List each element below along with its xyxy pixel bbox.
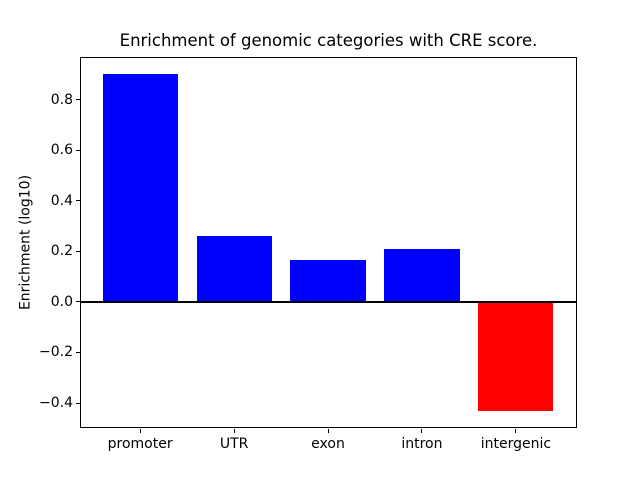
x-tick-mark — [515, 428, 517, 433]
x-tick-label-exon: exon — [311, 435, 345, 452]
y-tick-mark — [76, 200, 80, 202]
y-tick-label: 0.2 — [50, 243, 73, 260]
bar-exon — [290, 260, 366, 302]
bar-intergenic — [478, 301, 554, 411]
y-tick-mark — [76, 149, 80, 151]
y-tick-mark — [76, 99, 80, 101]
bar-promoter — [102, 74, 178, 302]
y-tick-mark — [76, 301, 80, 303]
y-tick-label: −0.4 — [39, 395, 73, 411]
x-tick-label-intron: intron — [401, 435, 443, 452]
x-tick-label-promoter: promoter — [107, 435, 173, 452]
y-tick-label: 0.6 — [50, 142, 73, 159]
x-tick-label-intergenic: intergenic — [480, 435, 552, 452]
x-tick-label-UTR: UTR — [219, 435, 249, 452]
chart-title: Enrichment of genomic categories with CR… — [119, 31, 538, 50]
y-tick-label: 0.8 — [50, 91, 73, 108]
y-tick-label: 0.0 — [50, 293, 73, 310]
y-tick-mark — [76, 402, 80, 404]
y-tick-mark — [76, 250, 80, 252]
zero-line — [80, 300, 577, 303]
x-tick-mark — [139, 428, 141, 433]
x-tick-mark — [327, 428, 329, 433]
bar-intron — [384, 248, 460, 302]
x-tick-mark — [421, 428, 423, 433]
bar-UTR — [196, 236, 272, 302]
y-tick-label: 0.4 — [50, 192, 73, 209]
y-tick-mark — [76, 351, 80, 353]
y-tick-label: −0.2 — [39, 344, 73, 361]
x-tick-mark — [233, 428, 235, 433]
